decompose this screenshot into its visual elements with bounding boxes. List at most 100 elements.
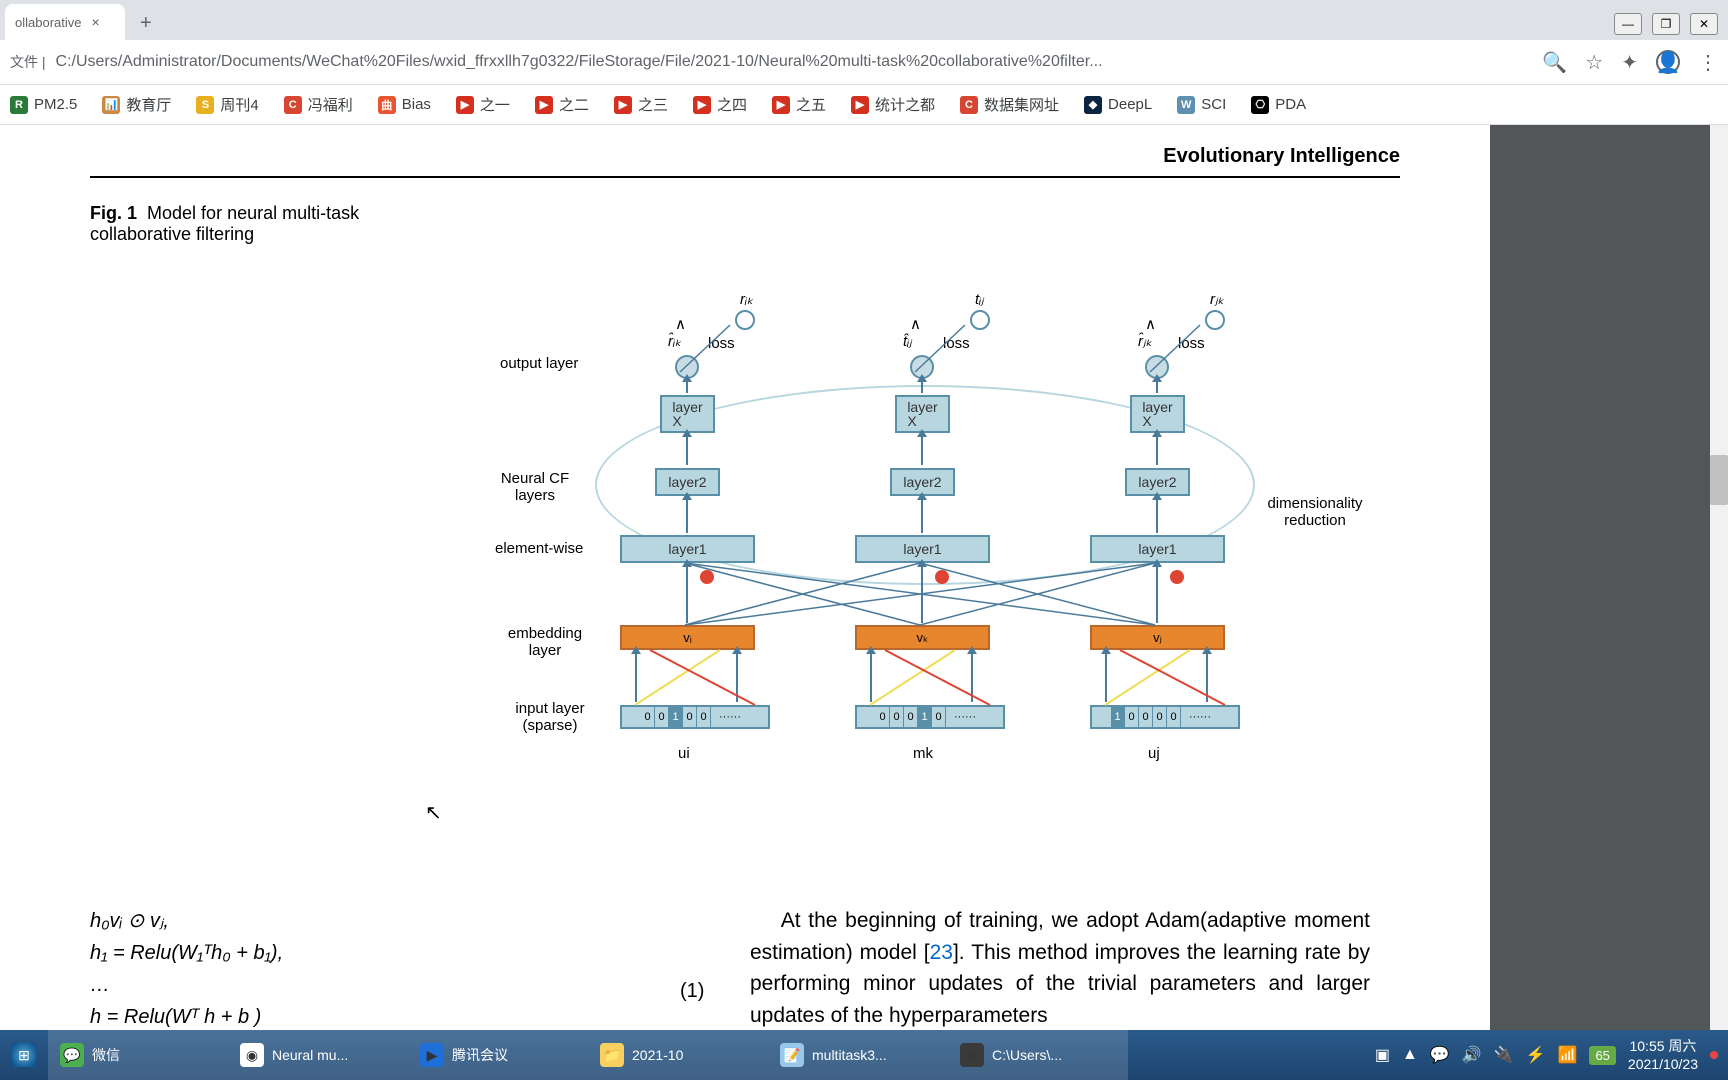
taskbar-app-icon: ▶ — [420, 1043, 444, 1067]
bookmark-label: 数据集网址 — [984, 94, 1059, 115]
bookmark-icon: ▶ — [614, 96, 632, 114]
bookmark-item[interactable]: 曲Bias — [378, 96, 431, 114]
taskbar-item[interactable]: 💬微信 — [48, 1030, 228, 1080]
zoom-icon[interactable]: 🔍 — [1542, 50, 1567, 75]
loss-label: loss — [708, 335, 735, 352]
pdf-page: Evolutionary Intelligence Fig. 1 Model f… — [0, 125, 1490, 1030]
new-tab-button[interactable]: + — [140, 12, 152, 40]
bookmark-item[interactable]: ⎔PDA — [1251, 96, 1306, 114]
maximize-button[interactable]: ❐ — [1652, 13, 1680, 35]
pdf-sidebar — [1490, 125, 1728, 1030]
scrollbar[interactable] — [1710, 125, 1728, 1030]
input-cell: 1 — [669, 706, 683, 728]
tray-icon-3[interactable]: 💬 — [1430, 1045, 1450, 1065]
diagram-label: r̂ᵢₖ — [668, 332, 681, 350]
bookmark-label: 之一 — [480, 94, 510, 115]
browser-tab[interactable]: ollaborative × — [5, 4, 125, 40]
input-cell: 0 — [1125, 706, 1139, 728]
bookmark-item[interactable]: ▶之三 — [614, 94, 668, 115]
window-controls: — ❐ ✕ — [1604, 8, 1728, 40]
red-dot — [700, 570, 714, 584]
input-cell: 0 — [904, 706, 918, 728]
scroll-thumb[interactable] — [1710, 455, 1728, 505]
address-bar-icons: 🔍 ☆ ✦ 👤 ⋮ — [1542, 50, 1718, 75]
taskbar-item[interactable]: ◉Neural mu... — [228, 1030, 408, 1080]
bookmark-item[interactable]: C冯福利 — [284, 94, 353, 115]
label-element: element-wise — [495, 540, 583, 557]
bookmark-item[interactable]: ▶统计之都 — [851, 94, 935, 115]
label-input: input layer (sparse) — [505, 700, 595, 734]
arrow — [1206, 652, 1208, 702]
taskbar-item[interactable]: ▶腾讯会议 — [408, 1030, 588, 1080]
clock-date: 2021/10/23 — [1628, 1055, 1698, 1073]
taskbar-item[interactable]: 📝multitask3... — [768, 1030, 948, 1080]
arrow — [1156, 380, 1158, 393]
menu-icon[interactable]: ⋮ — [1698, 50, 1718, 75]
bookmark-label: DeepL — [1108, 96, 1152, 113]
system-tray: ▣ ▲ 💬 🔊 🔌 ⚡ 📶 65 10:55 周六 2021/10/23 — [1375, 1037, 1728, 1073]
bookmark-star-icon[interactable]: ☆ — [1585, 50, 1603, 75]
input-ellipsis: ······ — [1181, 711, 1219, 723]
tray-icon-1[interactable]: ▣ — [1375, 1045, 1390, 1065]
taskbar-item[interactable]: 📁2021-10 — [588, 1030, 768, 1080]
taskbar: ⊞ 💬微信◉Neural mu...▶腾讯会议📁2021-10📝multitas… — [0, 1030, 1728, 1080]
bookmark-icon: 📊 — [102, 96, 120, 114]
extensions-icon[interactable]: ✦ — [1621, 50, 1638, 75]
bookmark-label: 之二 — [559, 94, 589, 115]
notification-dot[interactable] — [1710, 1051, 1718, 1059]
diagram-label: t̂ᵢⱼ — [903, 332, 912, 350]
clock[interactable]: 10:55 周六 2021/10/23 — [1628, 1037, 1698, 1073]
bookmark-item[interactable]: C数据集网址 — [960, 94, 1059, 115]
label-dim-red: dimensionality reduction — [1260, 495, 1370, 529]
tray-icon-6[interactable]: ⚡ — [1526, 1045, 1546, 1065]
bookmark-item[interactable]: ◆ DeepL — [1084, 96, 1152, 114]
bookmark-label: PM2.5 — [34, 96, 77, 113]
taskbar-item[interactable]: ≡C:\Users\... — [948, 1030, 1128, 1080]
bookmark-item[interactable]: ▶之五 — [772, 94, 826, 115]
arrow — [686, 380, 688, 393]
bookmark-label: 教育厅 — [126, 94, 171, 115]
bookmark-item[interactable]: ▶ 之一 — [456, 94, 510, 115]
taskbar-label: C:\Users\... — [992, 1047, 1062, 1063]
eq-line1: h₀vᵢ ⊙ vⱼ, — [90, 905, 283, 937]
bookmark-icon: ▶ — [851, 96, 869, 114]
arrow — [921, 435, 923, 465]
url-text[interactable]: C:/Users/Administrator/Documents/WeChat%… — [56, 53, 1533, 71]
diagram-label: ∧ — [1145, 315, 1156, 333]
bookmark-item[interactable]: 📊 教育厅 — [102, 94, 171, 115]
bookmark-icon: ▶ — [456, 96, 474, 114]
arrow — [1156, 565, 1158, 623]
bookmark-item[interactable]: RPM2.5 — [10, 96, 77, 114]
bookmark-item[interactable]: ▶之四 — [693, 94, 747, 115]
input-cell: 0 — [697, 706, 711, 728]
bookmark-item[interactable]: ▶之二 — [535, 94, 589, 115]
input-ellipsis: ······ — [711, 711, 749, 723]
tray-wifi-icon[interactable]: 📶 — [1558, 1045, 1578, 1065]
bookmark-item[interactable]: S周刊4 — [196, 94, 258, 115]
content-area: Evolutionary Intelligence Fig. 1 Model f… — [0, 125, 1728, 1030]
input-cell: 0 — [876, 706, 890, 728]
close-window-button[interactable]: ✕ — [1690, 13, 1718, 35]
input-box: 10000······ — [1090, 705, 1240, 729]
minimize-button[interactable]: — — [1614, 13, 1642, 35]
fig-label: Fig. 1 — [90, 203, 137, 223]
bookmark-item[interactable]: WSCI — [1177, 96, 1226, 114]
bookmark-label: Bias — [402, 96, 431, 113]
tray-volume-icon[interactable]: 🔊 — [1462, 1045, 1482, 1065]
input-cell: 0 — [1153, 706, 1167, 728]
clock-time: 10:55 周六 — [1628, 1037, 1698, 1055]
battery-level[interactable]: 65 — [1589, 1046, 1615, 1065]
start-button[interactable]: ⊞ — [0, 1030, 48, 1080]
ref-link[interactable]: 23 — [930, 941, 953, 964]
profile-icon[interactable]: 👤 — [1656, 50, 1680, 74]
tray-icon-5[interactable]: 🔌 — [1494, 1045, 1514, 1065]
bookmark-icon: ◆ — [1084, 96, 1102, 114]
tray-icon-2[interactable]: ▲ — [1402, 1046, 1418, 1064]
arrow — [686, 435, 688, 465]
bookmark-label: 周刊4 — [220, 94, 258, 115]
input-ellipsis: ······ — [946, 711, 984, 723]
diagram-label: tᵢⱼ — [975, 290, 984, 308]
bookmark-icon: C — [284, 96, 302, 114]
diagram-label: ∧ — [675, 315, 686, 333]
close-tab-icon[interactable]: × — [92, 14, 100, 30]
